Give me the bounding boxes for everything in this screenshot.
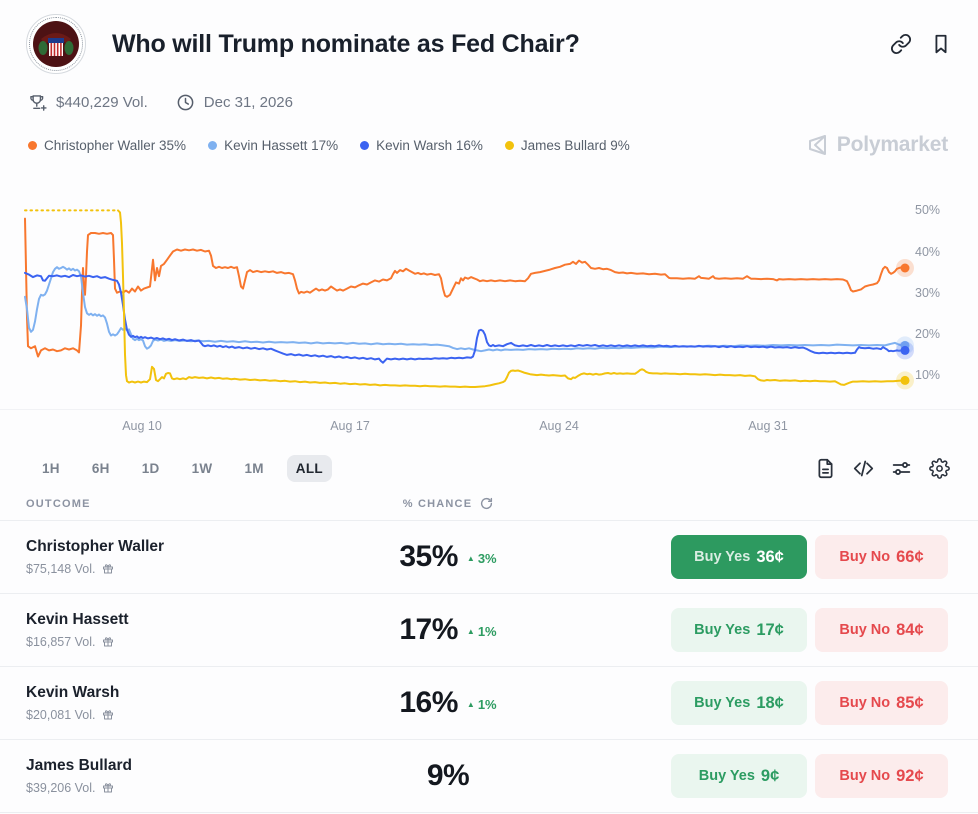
christopher-waller-end-dot bbox=[900, 263, 910, 273]
x-axis-tick: Aug 31 bbox=[748, 419, 788, 433]
y-axis-tick: 20% bbox=[915, 326, 941, 341]
timeframe-1h[interactable]: 1H bbox=[42, 460, 60, 476]
market-logo bbox=[26, 14, 86, 74]
gift-icon[interactable] bbox=[102, 563, 114, 575]
chart-x-axis: Aug 10 Aug 17 Aug 24 Aug 31 bbox=[0, 409, 978, 445]
legend-item-waller[interactable]: Christopher Waller 35% bbox=[28, 138, 186, 153]
outcomes-table: OUTCOME % CHANCE Christopher Waller $75,… bbox=[0, 497, 978, 813]
kevin-warsh-end-dot bbox=[900, 345, 910, 355]
chance-value: 17% bbox=[399, 613, 458, 646]
outcome-name: James Bullard bbox=[26, 757, 132, 774]
gift-icon[interactable] bbox=[102, 782, 114, 794]
buy-no-button[interactable]: Buy No 92¢ bbox=[815, 754, 948, 798]
price-chart[interactable]: 50% 40% 30% 20% 10% Aug 10 Aug 17 Aug 24 Aug 31 bbox=[0, 198, 978, 445]
end-date: Dec 31, 2026 bbox=[203, 94, 293, 111]
buy-yes-button[interactable]: Buy Yes 9¢ bbox=[671, 754, 807, 798]
timeframe-1d[interactable]: 1D bbox=[141, 460, 160, 476]
gift-icon[interactable] bbox=[102, 636, 114, 648]
chance-value: 35% bbox=[399, 540, 458, 573]
polymarket-watermark: Polymarket bbox=[805, 133, 948, 157]
timeframe-6h[interactable]: 6H bbox=[91, 460, 110, 476]
chart-legend: Christopher Waller 35% Kevin Hassett 17%… bbox=[28, 138, 805, 153]
christopher-waller-line bbox=[24, 217, 906, 358]
outcome-volume: $16,857 Vol. bbox=[26, 635, 96, 649]
chance-value: 9% bbox=[426, 759, 470, 792]
legend-dot-yellow bbox=[504, 140, 514, 150]
y-axis-tick: 40% bbox=[915, 244, 941, 259]
outcome-row-waller: Christopher Waller $75,148 Vol. 35% ▲ 3% … bbox=[0, 521, 978, 594]
legend-item-warsh[interactable]: Kevin Warsh 16% bbox=[360, 138, 483, 153]
market-header: Who will Trump nominate as Fed Chair? bbox=[0, 0, 978, 74]
buy-yes-button[interactable]: Buy Yes 18¢ bbox=[671, 681, 807, 725]
page-title: Who will Trump nominate as Fed Chair? bbox=[112, 29, 580, 58]
outcome-name: Kevin Warsh bbox=[26, 684, 120, 701]
settings-gear-icon[interactable] bbox=[929, 457, 950, 479]
timeframe-1w[interactable]: 1W bbox=[191, 460, 213, 476]
y-axis-tick: 10% bbox=[915, 368, 941, 383]
james-bullard-line bbox=[117, 209, 906, 388]
buy-no-button[interactable]: Buy No 66¢ bbox=[815, 535, 948, 579]
buy-yes-button[interactable]: Buy Yes 36¢ bbox=[671, 535, 807, 579]
timeframe-all[interactable]: ALL bbox=[286, 454, 332, 482]
outcome-name: Kevin Hassett bbox=[26, 611, 129, 628]
outcome-volume: $75,148 Vol. bbox=[26, 562, 96, 576]
legend-item-hassett[interactable]: Kevin Hassett 17% bbox=[208, 138, 338, 153]
chart-plot-svg bbox=[24, 209, 914, 390]
buy-no-button[interactable]: Buy No 84¢ bbox=[815, 608, 948, 652]
sliders-icon[interactable] bbox=[891, 458, 912, 479]
x-axis-tick: Aug 10 bbox=[122, 419, 162, 433]
refresh-icon[interactable] bbox=[480, 497, 493, 510]
outcome-row-bullard: James Bullard $39,206 Vol. 9% Buy Yes 9¢ … bbox=[0, 740, 978, 813]
fed-seal-icon bbox=[33, 21, 79, 67]
copy-link-icon[interactable] bbox=[890, 33, 912, 55]
chance-value: 16% bbox=[399, 686, 458, 719]
outcome-row-warsh: Kevin Warsh $20,081 Vol. 16% ▲ 1% Buy Yes… bbox=[0, 667, 978, 740]
legend-dot-lightblue bbox=[208, 140, 218, 150]
clock-icon bbox=[177, 94, 194, 111]
embed-code-icon[interactable] bbox=[853, 458, 874, 479]
polymarket-logo-icon bbox=[808, 135, 826, 155]
y-axis-tick: 50% bbox=[915, 203, 941, 218]
kevin-warsh-line bbox=[24, 271, 906, 364]
chance-change-up: ▲ 3% bbox=[466, 551, 497, 566]
trophy-icon bbox=[30, 95, 47, 111]
chance-column-header: % CHANCE bbox=[402, 497, 473, 510]
outcome-volume: $20,081 Vol. bbox=[26, 708, 96, 722]
outcome-name: Christopher Waller bbox=[26, 538, 165, 555]
buy-no-button[interactable]: Buy No 85¢ bbox=[815, 681, 948, 725]
legend-dot-orange bbox=[28, 140, 37, 150]
chance-change-up: ▲ 1% bbox=[466, 624, 497, 639]
gift-icon[interactable] bbox=[102, 709, 114, 721]
y-axis-tick: 30% bbox=[915, 285, 941, 300]
bookmark-icon[interactable] bbox=[930, 33, 952, 55]
legend-dot-blue bbox=[360, 140, 370, 150]
chance-change-up: ▲ 1% bbox=[466, 697, 497, 712]
legend-item-bullard[interactable]: James Bullard 9% bbox=[504, 138, 630, 153]
x-axis-tick: Aug 24 bbox=[539, 419, 579, 433]
outcome-column-header: OUTCOME bbox=[26, 497, 91, 510]
x-axis-tick: Aug 17 bbox=[330, 419, 370, 433]
timeframe-selector: 1H 6H 1D 1W 1M ALL bbox=[33, 454, 815, 482]
timeframe-1m[interactable]: 1M bbox=[244, 460, 264, 476]
buy-yes-button[interactable]: Buy Yes 17¢ bbox=[671, 608, 807, 652]
rules-document-icon[interactable] bbox=[815, 458, 836, 479]
volume-total: $440,229 Vol. bbox=[56, 94, 148, 111]
james-bullard-end-dot bbox=[900, 375, 910, 385]
market-stats: $440,229 Vol. Dec 31, 2026 bbox=[0, 74, 978, 112]
outcome-volume: $39,206 Vol. bbox=[26, 781, 96, 795]
outcome-row-hassett: Kevin Hassett $16,857 Vol. 17% ▲ 1% Buy Y… bbox=[0, 594, 978, 667]
